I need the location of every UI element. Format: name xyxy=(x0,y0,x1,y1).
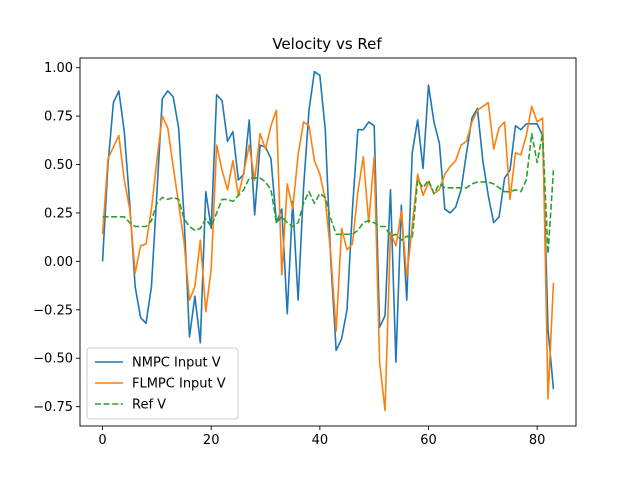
x-tick-label: 40 xyxy=(312,433,329,448)
legend-label: NMPC Input V xyxy=(132,356,221,371)
x-tick-label: 80 xyxy=(529,433,546,448)
x-tick-label: 60 xyxy=(420,433,437,448)
plot-area xyxy=(101,70,555,412)
y-tick-label: 0.50 xyxy=(44,158,73,173)
y-tick-label: −0.50 xyxy=(33,352,73,367)
legend-label: Ref V xyxy=(132,398,166,413)
legend: NMPC Input V FLMPC Input V Ref V xyxy=(86,347,239,420)
x-tick-label: 0 xyxy=(98,433,106,448)
legend-box xyxy=(86,347,239,420)
series-line-flmpc-input-v xyxy=(101,101,555,412)
y-tick-label: −0.25 xyxy=(33,303,73,318)
axes-frame xyxy=(79,57,577,427)
y-tick-label: 0.75 xyxy=(44,110,73,125)
series-line-nmpc-input-v xyxy=(101,70,555,390)
axes: 0 20 40 60 80 −0.75 −0.50 −0.25 0.00 0.25 0.50 0.75… xyxy=(33,57,577,448)
y-tick-label: −0.75 xyxy=(33,400,73,415)
series-line-ref-v xyxy=(102,132,555,255)
x-tick-label: 20 xyxy=(203,433,220,448)
y-tick-label: 1.00 xyxy=(44,61,73,76)
chart-title: Velocity vs Ref xyxy=(272,35,382,53)
y-tick-label: 0.00 xyxy=(44,255,73,270)
y-tick-label: 0.25 xyxy=(44,206,73,221)
legend-label: FLMPC Input V xyxy=(132,377,226,392)
